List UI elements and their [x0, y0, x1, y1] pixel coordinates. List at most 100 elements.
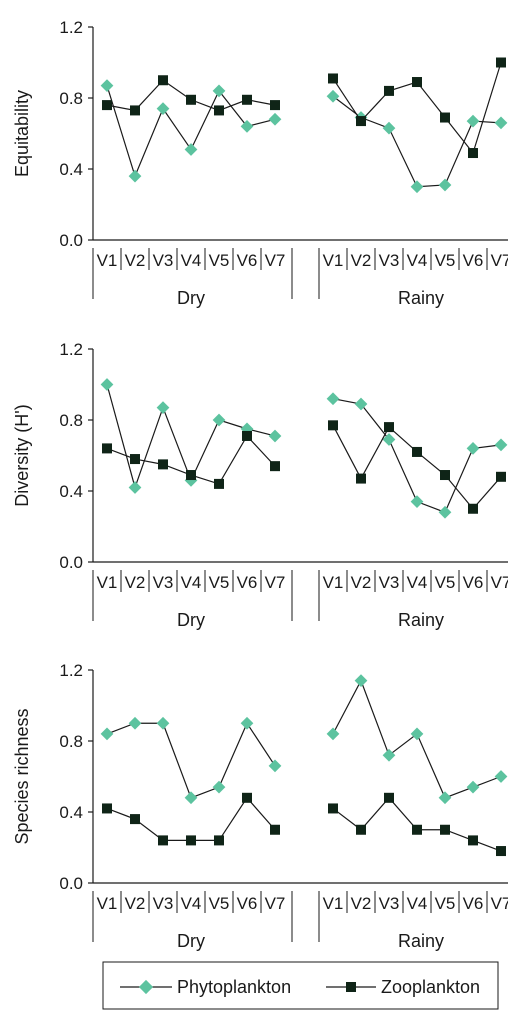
data-point-phytoplankton: [212, 84, 226, 98]
x-category-label: V3: [379, 894, 400, 913]
data-point-zooplankton: [468, 503, 478, 514]
group-label: Rainy: [398, 288, 444, 308]
x-category-label: V4: [181, 894, 202, 913]
y-tick-label: 1.2: [59, 18, 83, 37]
data-point-zooplankton: [186, 470, 196, 481]
data-point-phytoplankton: [184, 143, 198, 156]
x-category-label: V2: [351, 573, 372, 592]
chart-panel-1: 0.0 0.4 0.8 1.2 Equitability V1 V2 V3 V4 V5 V6 V7 Dr…: [12, 18, 508, 308]
data-point-phytoplankton: [354, 674, 368, 688]
data-point-zooplankton: [412, 446, 422, 457]
data-point-zooplankton: [412, 824, 422, 835]
data-point-zooplankton: [242, 430, 252, 441]
data-point-zooplankton: [130, 814, 140, 825]
data-point-phytoplankton: [268, 112, 282, 126]
data-point-zooplankton: [158, 75, 168, 86]
group-label: Dry: [177, 610, 205, 630]
series-line-phytoplankton-dry: [106, 721, 276, 799]
data-point-phytoplankton: [466, 780, 480, 794]
data-point-zooplankton: [384, 792, 394, 803]
x-category-label: V6: [237, 894, 258, 913]
data-point-phytoplankton: [354, 397, 368, 411]
data-point-zooplankton: [270, 100, 280, 111]
data-point-phytoplankton: [268, 429, 282, 443]
x-category-label: V2: [351, 251, 372, 270]
data-point-phytoplankton: [410, 180, 424, 194]
legend-box: [102, 961, 499, 1010]
data-point-zooplankton: [468, 835, 478, 846]
data-point-phytoplankton: [212, 780, 226, 794]
x-category-label: V5: [435, 573, 456, 592]
x-category-label: V7: [491, 573, 508, 592]
data-point-zooplankton: [496, 471, 506, 482]
group-label: Rainy: [398, 610, 444, 630]
data-point-zooplankton: [496, 57, 506, 68]
data-point-phytoplankton: [494, 438, 508, 452]
y-axis-title: Equitability: [12, 90, 32, 177]
x-category-label: V6: [237, 251, 258, 270]
data-point-phytoplankton: [326, 89, 340, 103]
data-point-phytoplankton: [438, 791, 452, 805]
x-category-label: V3: [153, 894, 174, 913]
chart-panels: 0.0 0.4 0.8 1.2 Equitability V1 V2 V3 V4 V5 V6 V7 Dr…: [12, 18, 508, 951]
y-tick-label: 0.4: [59, 160, 83, 179]
x-category-label: V4: [407, 251, 428, 270]
legend: Phytoplankton Zooplankton: [102, 961, 499, 1010]
x-category-label: V1: [323, 894, 344, 913]
series-line-zooplankton-rainy: [332, 62, 502, 155]
x-category-label: V5: [209, 573, 230, 592]
data-point-phytoplankton: [156, 716, 170, 730]
data-point-zooplankton: [328, 420, 338, 431]
data-point-phytoplankton: [382, 748, 396, 762]
data-point-phytoplankton: [494, 116, 508, 130]
y-axis-title: Diversity (H'): [12, 404, 32, 506]
y-tick-label: 0.0: [59, 231, 83, 250]
data-point-zooplankton: [496, 846, 506, 857]
y-tick-label: 0.8: [59, 89, 83, 108]
data-point-zooplankton: [186, 94, 196, 105]
data-point-phytoplankton: [466, 114, 480, 128]
x-category-label: V2: [125, 573, 146, 592]
series-line-phytoplankton-rainy: [332, 95, 502, 188]
x-category-label: V1: [97, 251, 118, 270]
data-point-zooplankton: [158, 459, 168, 470]
legend-phyto-label: Phytoplankton: [177, 977, 291, 997]
data-point-zooplankton: [270, 824, 280, 835]
x-category-label: V5: [435, 894, 456, 913]
data-point-phytoplankton: [128, 481, 142, 494]
data-point-phytoplankton: [494, 770, 508, 783]
x-category-label: V7: [491, 894, 508, 913]
data-point-zooplankton: [440, 824, 450, 835]
data-point-zooplankton: [158, 835, 168, 846]
data-point-zooplankton: [186, 835, 196, 846]
data-point-zooplankton: [270, 461, 280, 472]
data-point-zooplankton: [384, 85, 394, 96]
y-tick-label: 0.8: [59, 411, 83, 430]
y-axis-title: Species richness: [12, 708, 32, 844]
chart-panel-3: 0.0 0.4 0.8 1.2 Species richness V1 V2 V3 V4 V5 V6…: [12, 661, 508, 951]
data-point-phytoplankton: [212, 413, 226, 427]
legend-zoo-marker: [346, 982, 356, 992]
y-tick-label: 0.8: [59, 732, 83, 751]
data-point-phytoplankton: [410, 727, 424, 741]
x-category-label: V6: [463, 251, 484, 270]
x-category-label: V1: [97, 894, 118, 913]
data-point-phytoplankton: [156, 102, 170, 116]
x-category-label: V4: [407, 573, 428, 592]
data-point-phytoplankton: [438, 505, 452, 519]
x-category-label: V6: [463, 573, 484, 592]
data-point-zooplankton: [242, 792, 252, 803]
x-category-label: V5: [209, 894, 230, 913]
x-category-label: V2: [125, 894, 146, 913]
group-label: Dry: [177, 931, 205, 951]
data-point-zooplankton: [214, 105, 224, 116]
data-point-zooplankton: [214, 478, 224, 489]
data-point-phytoplankton: [268, 759, 282, 773]
data-point-zooplankton: [130, 454, 140, 465]
data-point-zooplankton: [356, 473, 366, 484]
x-category-label: V4: [407, 894, 428, 913]
data-point-phytoplankton: [128, 169, 142, 183]
data-point-phytoplankton: [100, 727, 114, 741]
y-tick-label: 1.2: [59, 661, 83, 680]
